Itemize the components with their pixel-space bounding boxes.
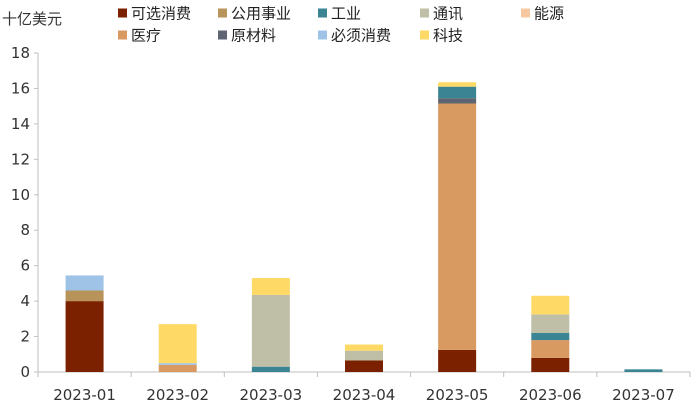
- y-tick-label: 12: [11, 150, 30, 168]
- bar-segment: [158, 364, 197, 372]
- x-tick-label: 2023-01: [53, 386, 116, 404]
- bar-segment: [251, 294, 290, 367]
- y-tick-label: 4: [20, 292, 30, 310]
- y-tick-label: 18: [11, 44, 30, 62]
- legend-swatch: [318, 30, 327, 40]
- x-tick-label: 2023-05: [426, 386, 489, 404]
- bar-segment: [531, 340, 570, 358]
- bar-segment: [345, 360, 383, 372]
- y-tick-label: 2: [20, 328, 30, 346]
- legend-swatch: [218, 8, 227, 18]
- bar-segment: [438, 86, 477, 99]
- bar-segment: [438, 98, 477, 104]
- legend-label: 公用事业: [231, 5, 291, 23]
- y-tick-label: 6: [20, 257, 30, 275]
- legend-label: 医疗: [131, 27, 161, 45]
- bar-segment: [438, 349, 477, 372]
- legend-swatch: [118, 30, 127, 40]
- legend-label: 能源: [534, 5, 564, 23]
- legend-label: 原材料: [231, 27, 276, 45]
- bar-segment: [624, 369, 663, 372]
- x-tick-label: 2023-06: [519, 386, 582, 404]
- bar-segment: [531, 357, 570, 372]
- bar-segment: [438, 82, 477, 87]
- legend-swatch: [420, 30, 429, 40]
- legend-swatch: [218, 30, 227, 40]
- bar-segment: [438, 103, 477, 350]
- bar-segment: [531, 295, 570, 315]
- bar-segment: [531, 314, 570, 334]
- axes: 0 2 4 6 8 10 12 14 16 18 2023-01 2023-02 2023-03 2023…: [11, 44, 691, 404]
- y-tick-label: 14: [11, 115, 30, 133]
- bar-segment: [158, 324, 197, 364]
- x-tick-label: 2023-04: [333, 386, 396, 404]
- x-tick-label: 2023-03: [240, 386, 303, 404]
- y-axis-unit-label: 十亿美元: [2, 10, 62, 28]
- bar-segment: [158, 363, 197, 365]
- bar-segment: [65, 275, 104, 291]
- legend-label: 通讯: [433, 5, 463, 23]
- legend-swatch: [420, 8, 429, 18]
- y-tick-label: 16: [11, 79, 30, 97]
- bar-segment: [65, 290, 104, 302]
- bars: [65, 82, 663, 372]
- legend-swatch: [318, 8, 327, 18]
- legend-label: 科技: [433, 27, 463, 45]
- y-tick-label: 0: [20, 363, 30, 381]
- x-tick-label: 2023-02: [146, 386, 209, 404]
- bar-segment: [345, 350, 383, 361]
- legend-swatch: [521, 8, 530, 18]
- y-tick-label: 10: [11, 186, 30, 204]
- legend-swatch: [118, 8, 127, 18]
- bar-segment: [251, 278, 290, 295]
- legend-label: 可选消费: [131, 5, 191, 23]
- legend-label: 必须消费: [331, 27, 391, 45]
- bar-segment: [531, 333, 570, 341]
- x-tick-label: 2023-07: [612, 386, 675, 404]
- bar-segment: [345, 344, 383, 351]
- legend-label: 工业: [331, 5, 361, 23]
- bar-segment: [65, 301, 104, 372]
- bar-segment: [251, 366, 290, 372]
- y-tick-label: 8: [20, 221, 30, 239]
